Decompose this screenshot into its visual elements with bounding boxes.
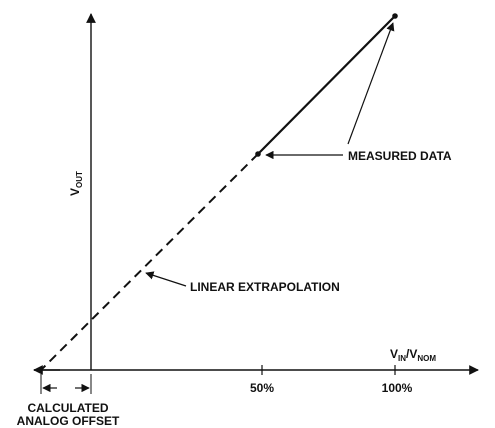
tick-label-100: 100% bbox=[382, 381, 413, 395]
linear-extrapolation-label: LINEAR EXTRAPOLATION bbox=[190, 280, 340, 294]
x-axis-label: VIN/VNOM bbox=[390, 347, 436, 363]
y-axis-label: VOUT bbox=[68, 171, 84, 196]
extrapolation-line bbox=[40, 153, 259, 371]
extrapolation-pointer bbox=[145, 271, 187, 287]
offset-label-line1: CALCULATED bbox=[27, 401, 108, 415]
measured-line bbox=[257, 15, 396, 155]
offset-label-line2: ANALOG OFFSET bbox=[17, 414, 120, 428]
measured-data-label: MEASURED DATA bbox=[348, 149, 452, 163]
measured-point-100 bbox=[392, 13, 398, 19]
tick-label-50: 50% bbox=[250, 381, 274, 395]
measured-pointer-100 bbox=[347, 22, 395, 145]
measured-point-50 bbox=[255, 151, 261, 157]
